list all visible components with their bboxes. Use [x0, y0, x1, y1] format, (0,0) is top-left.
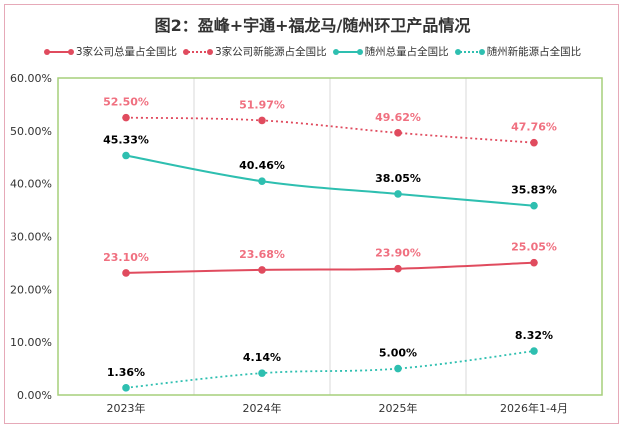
data-label: 4.14%	[243, 351, 281, 364]
data-point	[258, 116, 266, 125]
data-label: 23.68%	[239, 248, 285, 261]
chart-legend: 3家公司总量占全国比 3家公司新能源占全国比 随州总量占全国比 随州新能源占全国比	[0, 44, 625, 59]
data-point	[530, 258, 538, 267]
y-tick-label: 60.00%	[10, 72, 52, 85]
series-line-0	[125, 261, 535, 274]
series-line-3	[125, 350, 535, 389]
x-tick-label: 2024年	[243, 401, 282, 415]
data-point	[394, 190, 402, 198]
chart-title: 图2：盈峰+宇通+福龙马/随州环卫产品情况	[154, 16, 471, 35]
data-point	[122, 151, 130, 160]
legend-item: 3家公司新能源占全国比	[183, 44, 327, 59]
data-point	[394, 129, 402, 137]
data-label: 25.05%	[511, 241, 557, 254]
legend-label: 随州总量占全国比	[364, 46, 449, 58]
y-tick-label: 0.00%	[17, 389, 52, 402]
legend-label: 3家公司总量占全国比	[75, 46, 177, 58]
legend-swatch	[454, 48, 485, 55]
data-label: 5.00%	[379, 347, 417, 360]
series-line-2	[125, 154, 535, 207]
data-label: 40.46%	[239, 159, 285, 172]
y-tick-label: 10.00%	[10, 336, 52, 349]
data-point	[122, 384, 130, 392]
data-point	[122, 269, 130, 277]
x-tick-label: 2025年	[379, 401, 418, 415]
data-point	[530, 201, 538, 210]
data-label: 47.76%	[511, 121, 557, 134]
legend-swatch	[332, 48, 363, 55]
y-tick-label: 30.00%	[10, 231, 52, 244]
legend-item: 3家公司总量占全国比	[43, 44, 177, 59]
legend-label: 随州新能源占全国比	[486, 46, 582, 58]
y-tick-label: 50.00%	[10, 125, 52, 138]
data-point	[530, 347, 538, 355]
data-point	[394, 264, 402, 273]
series-line-1	[125, 116, 535, 144]
data-label: 23.90%	[375, 247, 421, 260]
data-label: 23.10%	[103, 251, 149, 264]
plot-area-border	[57, 77, 603, 396]
legend-item: 随州总量占全国比	[332, 44, 449, 59]
data-point	[122, 113, 130, 122]
data-point	[258, 177, 266, 186]
data-label: 51.97%	[239, 98, 285, 111]
legend-label: 3家公司新能源占全国比	[215, 46, 327, 58]
data-point	[258, 266, 266, 274]
data-label: 45.33%	[103, 134, 149, 147]
legend-swatch	[183, 48, 213, 55]
x-tick-label: 2023年	[107, 401, 146, 415]
data-point	[530, 138, 538, 147]
data-label: 1.36%	[107, 366, 145, 379]
data-point	[258, 369, 266, 377]
y-tick-label: 20.00%	[10, 283, 52, 296]
data-label: 38.05%	[375, 172, 421, 185]
legend-item: 随州新能源占全国比	[454, 44, 582, 59]
data-label: 49.62%	[375, 111, 421, 124]
data-label: 52.50%	[103, 96, 149, 109]
data-label: 35.83%	[511, 184, 557, 197]
y-tick-label: 40.00%	[10, 178, 52, 191]
legend-swatch	[43, 48, 74, 55]
x-tick-label: 2026年1-4月	[500, 401, 568, 415]
data-point	[394, 364, 402, 373]
data-label: 8.32%	[515, 329, 553, 342]
